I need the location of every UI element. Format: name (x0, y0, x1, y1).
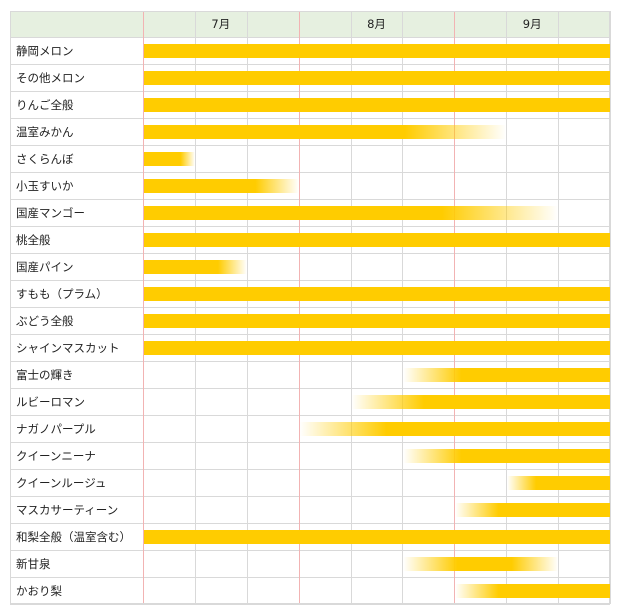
row-label: クイーンルージュ (16, 476, 106, 490)
season-bar (144, 152, 195, 166)
row-label: ぶどう全般 (16, 314, 74, 328)
row-label: ルビーロマン (16, 395, 85, 409)
row-label: りんご全般 (16, 98, 74, 112)
row-label: さくらんぼ (16, 152, 74, 166)
row-label: シャインマスカット (16, 341, 120, 355)
season-bar (507, 476, 610, 490)
chart-frame (10, 11, 610, 604)
row-label: 国産パイン (16, 260, 74, 274)
season-bar (144, 260, 247, 274)
row-label: 温室みかん (16, 125, 74, 139)
season-bar (144, 530, 610, 544)
row-label: 小玉すいか (16, 179, 74, 193)
season-bar (144, 233, 610, 247)
season-bar (299, 422, 610, 436)
row-label: かおり梨 (16, 584, 62, 598)
season-bar (144, 314, 610, 328)
row-label: その他メロン (16, 71, 85, 85)
season-bar (144, 206, 559, 220)
row-label: ナガノパープル (16, 422, 96, 436)
season-bar (144, 71, 610, 85)
row-label: すもも（プラム） (16, 287, 108, 301)
row-label: 国産マンゴー (16, 206, 85, 220)
season-bar (144, 179, 299, 193)
season-bar (455, 503, 610, 517)
season-bar (144, 98, 610, 112)
season-bar (144, 341, 610, 355)
row-label: 和梨全般（温室含む） (16, 530, 131, 544)
season-bar (403, 557, 559, 571)
row-label: マスカサーティーン (16, 503, 118, 517)
season-bar (144, 44, 610, 58)
season-bar (144, 125, 507, 139)
row-label: 桃全般 (16, 233, 51, 247)
header-row (10, 11, 610, 37)
row-label: 新甘泉 (16, 557, 51, 571)
season-bar (455, 584, 610, 598)
month-label: 7月 (211, 17, 230, 31)
season-bar (144, 287, 610, 301)
season-bar (403, 449, 610, 463)
row-label: 静岡メロン (16, 44, 74, 58)
row-label: 富士の輝き (16, 368, 74, 382)
row-label: クイーンニーナ (16, 449, 96, 463)
season-bar (351, 395, 610, 409)
month-label: 9月 (523, 17, 542, 31)
month-label: 8月 (367, 17, 386, 31)
season-bar (403, 368, 610, 382)
